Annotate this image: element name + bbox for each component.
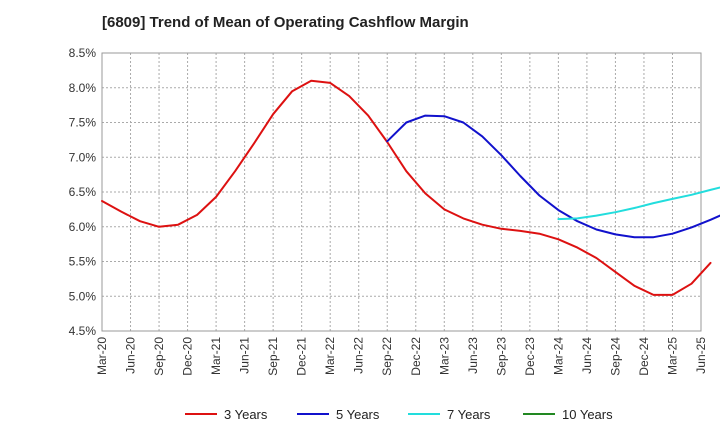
x-tick-label: Sep-24 (608, 337, 622, 376)
series-line-7-years (557, 186, 720, 221)
x-tick-label: Jun-23 (466, 337, 480, 374)
x-axis-ticks: Mar-20 Jun-20 Sep-20 Dec-20 Mar-21 Jun-21 Sep-… (95, 337, 708, 376)
legend: 3 Years 5 Years 7 Years 10 Years (185, 407, 613, 422)
x-tick-label: Jun-20 (124, 337, 138, 374)
x-tick-label: Dec-23 (523, 337, 537, 376)
x-tick-label: Mar-22 (323, 337, 337, 375)
x-tick-label: Mar-21 (209, 337, 223, 375)
x-tick-label: Sep-23 (494, 337, 508, 376)
legend-label-7-years: 7 Years (447, 407, 491, 422)
series-line-3-years (101, 79, 712, 296)
y-tick-label: 6.0% (69, 220, 97, 234)
x-tick-label: Mar-24 (551, 337, 565, 375)
x-tick-label: Jun-22 (352, 337, 366, 374)
y-tick-label: 4.5% (69, 324, 97, 338)
x-tick-label: Jun-21 (238, 337, 252, 374)
x-tick-label: Sep-20 (152, 337, 166, 376)
y-tick-label: 8.5% (69, 46, 97, 60)
x-tick-label: Mar-20 (95, 337, 109, 375)
legend-label-3-years: 3 Years (224, 407, 268, 422)
x-tick-label: Dec-22 (409, 337, 423, 376)
y-tick-label: 7.5% (69, 116, 97, 130)
y-tick-label: 5.5% (69, 255, 97, 269)
y-tick-label: 7.0% (69, 150, 97, 164)
y-tick-label: 8.0% (69, 81, 97, 95)
x-tick-label: Sep-22 (380, 337, 394, 376)
y-tick-label: 6.5% (69, 185, 97, 199)
x-tick-label: Sep-21 (266, 337, 280, 376)
x-tick-label: Dec-20 (181, 337, 195, 376)
plot-area (102, 53, 701, 331)
x-tick-label: Dec-24 (637, 337, 651, 376)
x-tick-label: Mar-23 (437, 337, 451, 375)
x-tick-label: Dec-21 (295, 337, 309, 376)
series-layer (101, 79, 720, 296)
y-tick-label: 5.0% (69, 289, 97, 303)
series-line-5-years (386, 114, 720, 239)
chart-title: [6809] Trend of Mean of Operating Cashfl… (102, 14, 469, 31)
x-tick-label: Mar-25 (665, 337, 679, 375)
legend-label-5-years: 5 Years (336, 407, 380, 422)
legend-label-10-years: 10 Years (562, 407, 613, 422)
y-axis-ticks: 4.5% 5.0% 5.5% 6.0% 6.5% 7.0% 7.5% 8.0% 8.5% (69, 46, 97, 338)
x-tick-label: Jun-25 (694, 337, 708, 374)
x-tick-label: Jun-24 (580, 337, 594, 374)
